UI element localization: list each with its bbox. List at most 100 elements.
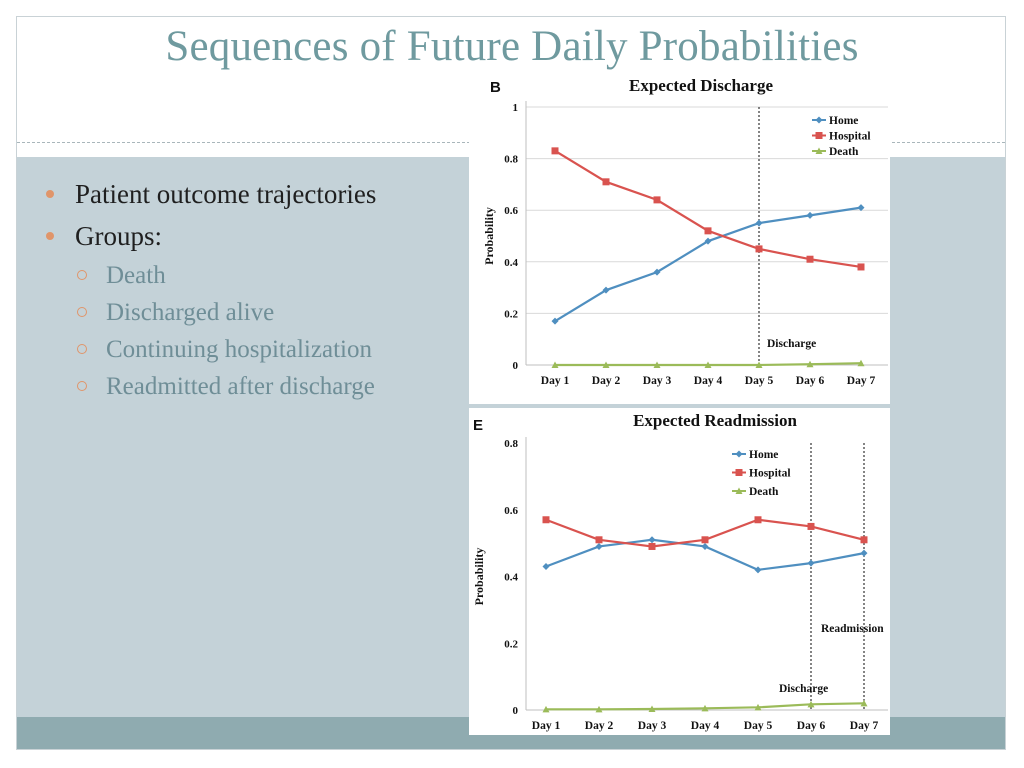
data-point-hospital xyxy=(704,227,712,235)
chart-title: Expected Readmission xyxy=(633,411,797,430)
y-axis-label: Probability xyxy=(482,207,496,265)
x-tick-label: Day 6 xyxy=(796,375,825,387)
chart-title: Expected Discharge xyxy=(629,76,773,95)
ring-bullet-icon xyxy=(77,381,87,391)
y-tick-label: 0.2 xyxy=(504,308,518,320)
bullet-dot-icon xyxy=(46,232,54,240)
chart-expected-readmission: E Expected Readmission 0 0.2 0.4 0.6 0.8 Probab… xyxy=(469,408,890,735)
data-point-hospital xyxy=(648,542,656,550)
y-tick-label: 0 xyxy=(513,705,519,717)
y-tick-label: 0 xyxy=(513,360,519,372)
y-tick-label: 0.8 xyxy=(504,154,518,166)
data-point-home xyxy=(653,268,661,276)
data-point-home xyxy=(704,237,712,245)
annotation-label: Discharge xyxy=(767,338,816,350)
data-point-death xyxy=(551,361,559,368)
x-tick-label: Day 4 xyxy=(691,720,720,732)
sub-bullet-text: Readmitted after discharge xyxy=(106,373,375,400)
legend-marker-death xyxy=(815,147,823,154)
panel-letter: E xyxy=(473,417,483,434)
y-tick-label: 0.8 xyxy=(504,438,518,450)
data-point-death xyxy=(807,700,815,708)
legend-label: Death xyxy=(749,486,779,498)
y-tick-label: 0.6 xyxy=(504,205,518,217)
y-tick-label: 0.2 xyxy=(504,638,518,650)
y-tick-label: 0.4 xyxy=(504,257,518,269)
ring-bullet-icon xyxy=(77,344,87,354)
data-point-hospital xyxy=(807,522,815,530)
chart-svg-discharge: B Expected Discharge 0 0.2 0.4 0.6 0.8 1 Probabi… xyxy=(482,76,888,387)
data-point-home xyxy=(648,536,656,544)
data-point-hospital xyxy=(542,516,550,524)
bullet-dot-icon xyxy=(46,190,54,198)
data-point-hospital xyxy=(701,536,709,544)
series-line-hospital xyxy=(554,149,862,269)
sub-bullet-item: Continuing hospitalization xyxy=(44,334,376,371)
slide-title: Sequences of Future Daily Probabilities xyxy=(165,23,859,70)
data-point-home xyxy=(860,549,868,557)
legend-label: Hospital xyxy=(749,468,791,480)
data-point-hospital xyxy=(653,196,661,204)
data-point-home xyxy=(806,211,814,219)
bullet-item: Groups: xyxy=(44,218,376,260)
legend-marker-hospital xyxy=(735,469,743,476)
data-point-death xyxy=(857,359,865,367)
legend-label: Home xyxy=(749,449,778,461)
x-tick-label: Day 3 xyxy=(638,720,667,732)
y-tick-label: 0.4 xyxy=(504,572,518,584)
x-tick-label: Day 7 xyxy=(847,375,876,387)
legend-marker-hospital xyxy=(815,132,823,139)
x-tick-label: Day 2 xyxy=(592,375,621,387)
sub-bullet-item: Readmitted after discharge xyxy=(44,371,376,408)
x-tick-label: Day 4 xyxy=(694,375,723,387)
legend-label: Death xyxy=(829,146,859,158)
sub-bullet-text: Continuing hospitalization xyxy=(106,336,372,363)
x-tick-label: Day 5 xyxy=(744,720,773,732)
data-point-hospital xyxy=(551,147,559,155)
x-tick-label: Day 5 xyxy=(745,375,774,387)
legend-label: Home xyxy=(829,115,858,127)
data-point-death xyxy=(602,361,610,368)
chart-expected-discharge: B Expected Discharge 0 0.2 0.4 0.6 0.8 1 Probabi… xyxy=(469,76,890,404)
data-point-hospital xyxy=(806,255,814,263)
data-point-hospital xyxy=(857,263,865,271)
x-tick-label: Day 7 xyxy=(850,720,879,732)
data-point-death xyxy=(701,704,709,712)
data-point-hospital xyxy=(860,536,868,544)
x-tick-label: Day 1 xyxy=(532,720,561,732)
data-point-home xyxy=(602,286,610,294)
bullet-text: Groups: xyxy=(75,221,162,251)
x-tick-label: Day 3 xyxy=(643,375,672,387)
data-point-hospital xyxy=(602,178,610,186)
legend-marker-death xyxy=(735,487,743,494)
legend-marker-home xyxy=(735,450,743,458)
ring-bullet-icon xyxy=(77,307,87,317)
data-point-hospital xyxy=(595,536,603,544)
y-tick-label: 1 xyxy=(513,102,519,114)
sub-bullet-item: Death xyxy=(44,260,376,297)
data-point-home xyxy=(754,566,762,574)
data-point-death xyxy=(754,703,762,711)
sub-bullet-text: Death xyxy=(106,262,166,289)
bullet-text: Patient outcome trajectories xyxy=(75,179,377,209)
data-point-home xyxy=(542,562,550,570)
y-tick-label: 0.6 xyxy=(504,505,518,517)
data-point-death xyxy=(704,361,712,368)
data-point-home xyxy=(551,317,559,325)
x-tick-label: Day 2 xyxy=(585,720,614,732)
data-point-death xyxy=(653,361,661,368)
data-point-home xyxy=(595,542,603,550)
panel-letter: B xyxy=(490,79,501,96)
annotation-label: Readmission xyxy=(821,623,884,635)
data-point-home xyxy=(807,559,815,567)
data-point-death xyxy=(542,705,550,713)
x-tick-label: Day 1 xyxy=(541,375,570,387)
sub-bullet-item: Discharged alive xyxy=(44,297,376,334)
sub-bullet-text: Discharged alive xyxy=(106,299,275,326)
legend-marker-home xyxy=(815,116,823,124)
ring-bullet-icon xyxy=(77,270,87,280)
data-point-death xyxy=(648,705,656,712)
data-point-death xyxy=(860,699,868,707)
y-axis-label: Probability xyxy=(472,548,486,606)
annotation-label: Discharge xyxy=(779,683,828,695)
